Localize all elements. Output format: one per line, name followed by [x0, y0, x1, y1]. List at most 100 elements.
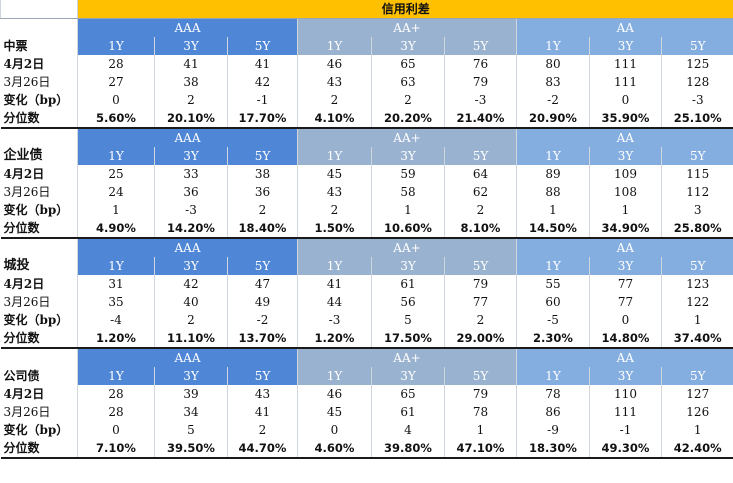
title-blank-cell	[0, 0, 78, 19]
tenor-header: 1Y	[516, 147, 590, 165]
value-cell: 125	[661, 55, 733, 73]
grade-header-aa: AA	[516, 18, 733, 37]
value-cell: 5	[371, 311, 445, 329]
value-cell: 1.20%	[77, 329, 155, 349]
value-cell: 88	[516, 183, 590, 201]
value-cell: -1	[227, 91, 298, 109]
value-cell: 128	[661, 73, 733, 91]
value-cell: 14.20%	[154, 219, 228, 239]
tenor-header: 5Y	[227, 147, 298, 165]
value-cell: 27	[77, 73, 155, 91]
value-cell: 2	[154, 91, 228, 109]
grade-header-aa-plus: AA+	[297, 128, 517, 147]
tenor-header: 1Y	[297, 367, 372, 385]
value-cell: 86	[516, 403, 590, 421]
value-cell: 8.10%	[444, 219, 517, 239]
grade-header-aa-plus: AA+	[297, 18, 517, 37]
value-cell: 25	[77, 165, 155, 183]
row-label: 变化（bp）	[3, 203, 69, 217]
value-cell: 63	[371, 73, 445, 91]
value-cell: 2	[444, 311, 517, 329]
tenor-header-row: 1Y 3Y 5Y 1Y 3Y 5Y 1Y 3Y 5Y	[1, 257, 733, 275]
tenor-header: 5Y	[444, 37, 517, 55]
value-cell: 62	[444, 183, 517, 201]
value-cell: 24	[77, 183, 155, 201]
data-row: 4月2日 28 41 41 46 65 76 80 111 125	[1, 55, 733, 73]
value-cell: 64	[444, 165, 517, 183]
value-cell: 0	[589, 91, 662, 109]
value-cell: 38	[154, 73, 228, 91]
value-cell: 36	[227, 183, 298, 201]
row-label: 变化（bp）	[3, 423, 69, 437]
value-cell: 7.10%	[77, 439, 155, 459]
data-row: 4月2日 31 42 47 41 61 79 55 77 123	[1, 275, 733, 293]
value-cell: 41	[227, 403, 298, 421]
value-cell: 35.90%	[589, 109, 662, 129]
value-cell: 21.40%	[444, 109, 517, 129]
value-cell: 33	[154, 165, 228, 183]
tenor-header: 3Y	[154, 367, 228, 385]
value-cell: 115	[661, 165, 733, 183]
value-cell: 2	[227, 421, 298, 439]
tenor-header: 1Y	[77, 367, 155, 385]
value-cell: 28	[77, 403, 155, 421]
tenor-header: 5Y	[444, 147, 517, 165]
tenor-header: 1Y	[77, 147, 155, 165]
value-cell: 79	[444, 385, 517, 403]
data-row: 3月26日 35 40 49 44 56 77 60 77 122	[1, 293, 733, 311]
value-cell: 2	[444, 201, 517, 219]
tenor-header: 5Y	[227, 37, 298, 55]
value-cell: 17.50%	[371, 329, 445, 349]
value-cell: 20.90%	[516, 109, 590, 129]
tenor-header: 1Y	[516, 37, 590, 55]
grade-header-row: 公司债 AAA AA+ AA	[1, 348, 733, 383]
data-row: 3月26日 27 38 42 43 63 79 83 111 128	[1, 73, 733, 91]
tenor-header: 1Y	[77, 37, 155, 55]
value-cell: 0	[589, 311, 662, 329]
tenor-header: 5Y	[661, 147, 733, 165]
grade-header-aaa: AAA	[77, 238, 298, 257]
value-cell: 1	[661, 311, 733, 329]
value-cell: 18.30%	[516, 439, 590, 459]
value-cell: 0	[297, 421, 372, 439]
data-row: 分位数 4.90% 14.20% 18.40% 1.50% 10.60% 8.10% 14.5…	[0, 219, 733, 239]
title-row: 信用利差	[0, 0, 733, 19]
row-label: 分位数	[0, 109, 78, 129]
tenor-header: 1Y	[297, 37, 372, 55]
tenor-header: 5Y	[444, 367, 517, 385]
value-cell: 1.20%	[297, 329, 372, 349]
data-row: 4月2日 28 39 43 46 65 79 78 110 127	[1, 385, 733, 403]
data-row: 变化（bp） 0 5 2 0 4 1 -9 -1 1	[1, 421, 733, 439]
tenor-header: 5Y	[661, 257, 733, 275]
value-cell: 111	[589, 403, 662, 421]
tenor-header: 1Y	[77, 257, 155, 275]
value-cell: 44.70%	[227, 439, 298, 459]
value-cell: 2	[297, 201, 372, 219]
value-cell: 109	[589, 165, 662, 183]
value-cell: 122	[661, 293, 733, 311]
tenor-header: 3Y	[154, 37, 228, 55]
value-cell: 0	[77, 421, 155, 439]
value-cell: 127	[661, 385, 733, 403]
value-cell: 2	[154, 311, 228, 329]
value-cell: 123	[661, 275, 733, 293]
row-label: 3月26日	[3, 295, 51, 309]
value-cell: 39.80%	[371, 439, 445, 459]
data-row: 3月26日 24 36 36 43 58 62 88 108 112	[1, 183, 733, 201]
value-cell: 17.70%	[227, 109, 298, 129]
tenor-header: 3Y	[154, 147, 228, 165]
value-cell: 35	[77, 293, 155, 311]
value-cell: 111	[589, 55, 662, 73]
value-cell: 42.40%	[661, 439, 733, 459]
value-cell: 78	[516, 385, 590, 403]
value-cell: 76	[444, 55, 517, 73]
row-label: 变化（bp）	[3, 93, 69, 107]
value-cell: 2	[297, 91, 372, 109]
value-cell: 83	[516, 73, 590, 91]
row-label: 分位数	[0, 219, 78, 239]
value-cell: 89	[516, 165, 590, 183]
value-cell: 55	[516, 275, 590, 293]
tenor-header: 1Y	[516, 367, 590, 385]
value-cell: 34	[154, 403, 228, 421]
